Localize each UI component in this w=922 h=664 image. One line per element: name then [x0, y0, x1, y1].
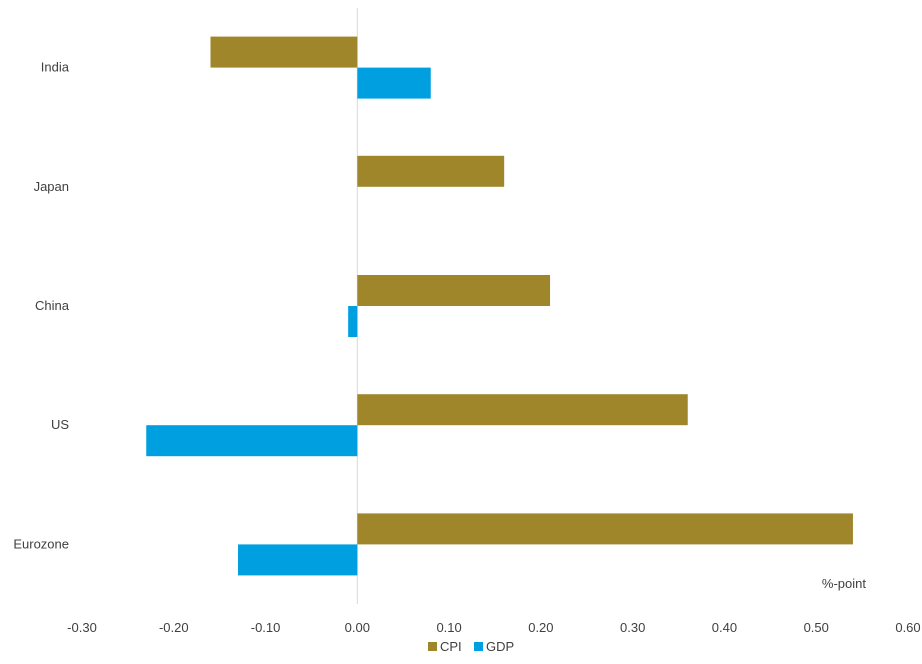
x-tick-label: -0.10 — [251, 620, 281, 635]
bar-gdp-india — [357, 67, 431, 99]
x-tick-label: 0.30 — [620, 620, 645, 635]
bar-gdp-us — [146, 425, 358, 457]
legend-swatch-gdp — [474, 642, 483, 651]
x-tick-label: -0.20 — [159, 620, 189, 635]
bar-cpi-us — [357, 394, 688, 426]
x-tick-label: 0.00 — [345, 620, 370, 635]
bar-cpi-japan — [357, 155, 505, 187]
bar-gdp-china — [348, 306, 358, 337]
bar-cpi-eurozone — [357, 513, 853, 545]
x-tick-label: 0.20 — [528, 620, 553, 635]
category-label-china: China — [35, 298, 70, 313]
bar-cpi-china — [357, 275, 551, 306]
x-tick-label: 0.60 — [895, 620, 920, 635]
legend-swatch-cpi — [428, 642, 437, 651]
legend: CPI GDP — [428, 639, 514, 654]
category-label-japan: Japan — [34, 179, 69, 194]
x-tick-label: 0.10 — [436, 620, 461, 635]
legend-label-cpi: CPI — [440, 639, 462, 654]
category-label-india: India — [41, 60, 70, 75]
bar-gdp-eurozone — [238, 544, 358, 576]
x-axis-label: %-point — [822, 576, 866, 591]
legend-label-gdp: GDP — [486, 639, 514, 654]
x-tick-label: 0.50 — [804, 620, 829, 635]
bar-cpi-india — [210, 36, 358, 68]
x-tick-label: 0.40 — [712, 620, 737, 635]
x-tick-label: -0.30 — [67, 620, 97, 635]
category-label-eurozone: Eurozone — [13, 536, 69, 551]
category-label-us: US — [51, 417, 69, 432]
